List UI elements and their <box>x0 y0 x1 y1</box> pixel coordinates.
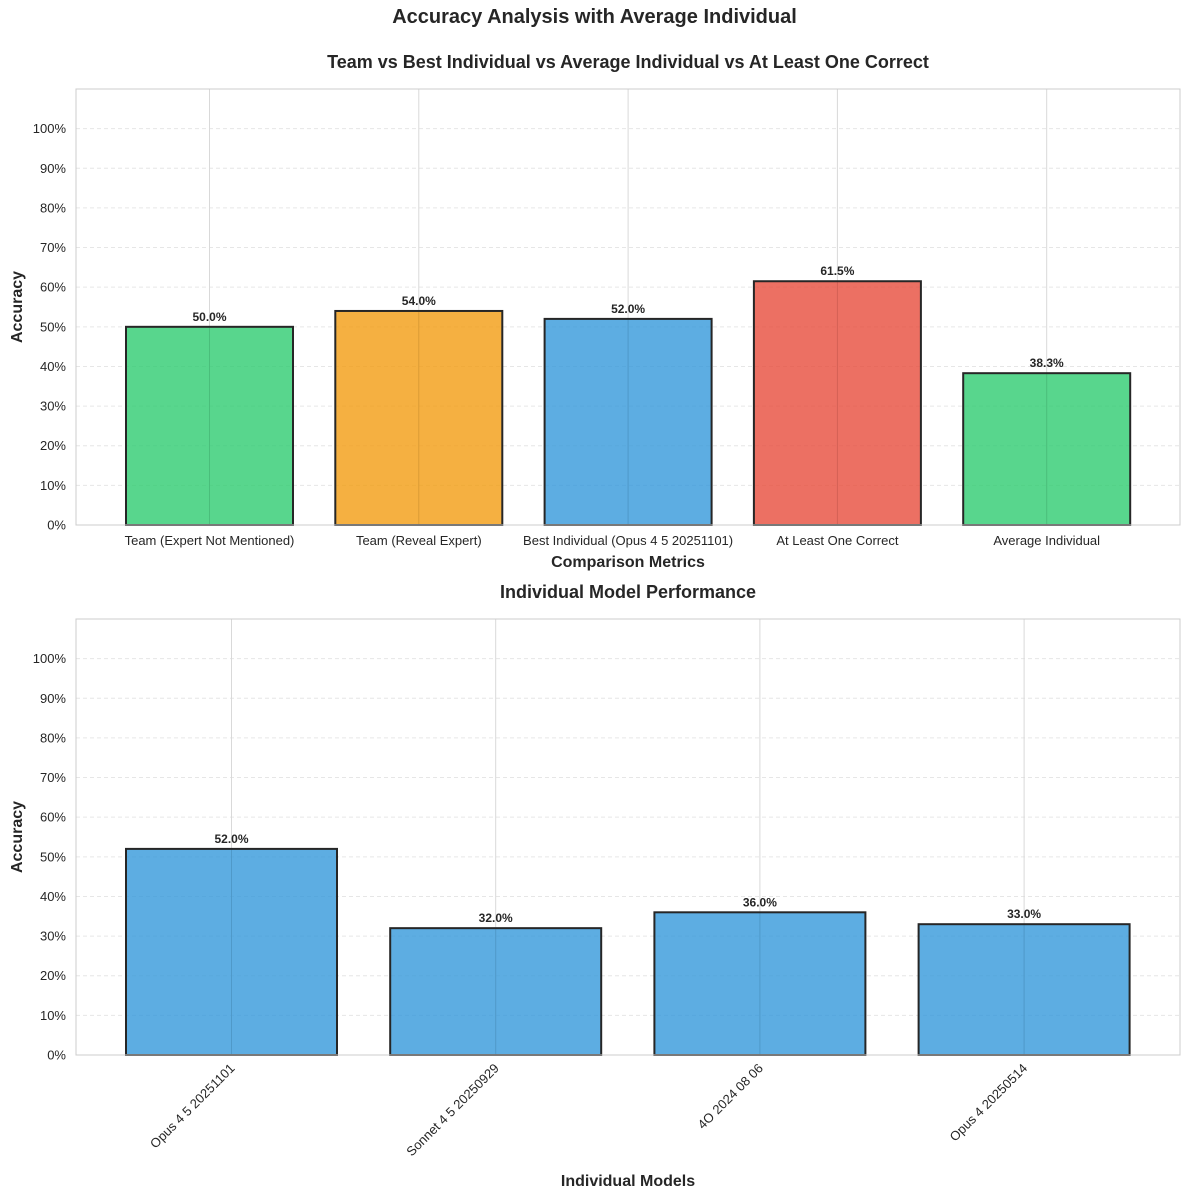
bar-value-label: 38.3% <box>1030 356 1064 370</box>
y-tick-label: 40% <box>40 359 66 374</box>
chart-2: Individual Model Performance 0% 10% 20% 30% 4… <box>9 582 1181 1190</box>
bar <box>917 923 1131 1057</box>
y-tick-label: 40% <box>40 889 66 904</box>
bar-value-label: 32.0% <box>479 911 513 925</box>
chart-title: Individual Model Performance <box>500 582 756 602</box>
bar <box>543 317 713 526</box>
y-tick-label: 0% <box>47 1048 66 1063</box>
y-tick-label: 80% <box>40 200 66 215</box>
y-tick-label: 30% <box>40 399 66 414</box>
y-tick-label: 90% <box>40 161 66 176</box>
y-tick-label: 50% <box>40 849 66 864</box>
figure-title: Accuracy Analysis with Average Individua… <box>392 6 797 28</box>
x-tick-label: 4O 2024 08 06 <box>695 1061 766 1132</box>
chart-title: Team vs Best Individual vs Average Indiv… <box>327 52 929 72</box>
x-tick-label: Best Individual (Opus 4 5 20251101) <box>523 533 733 548</box>
y-tick-label: 100% <box>33 121 67 136</box>
bar <box>125 847 338 1057</box>
y-tick-label: 10% <box>40 1008 66 1023</box>
y-tick-label: 70% <box>40 240 66 255</box>
bar-value-label: 50.0% <box>192 310 226 324</box>
y-axis-label: Accuracy <box>9 271 26 343</box>
x-tick-label: At Least One Correct <box>776 533 898 548</box>
bar-value-label: 61.5% <box>820 264 854 278</box>
y-tick-label: 90% <box>40 691 66 706</box>
bar-value-label: 54.0% <box>402 294 436 308</box>
bar-value-label: 52.0% <box>214 832 248 846</box>
y-tick-label: 0% <box>47 518 66 533</box>
x-tick-label: Team (Expert Not Mentioned) <box>125 533 295 548</box>
axes-frame <box>75 88 1181 526</box>
x-axis-label: Individual Models <box>561 1173 695 1190</box>
bar-value-label: 36.0% <box>743 895 777 909</box>
y-tick-label: 60% <box>40 280 66 295</box>
chart-1: Team vs Best Individual vs Average Indiv… <box>9 52 1181 571</box>
x-tick-label: Team (Reveal Expert) <box>356 533 482 548</box>
y-tick-label: 70% <box>40 770 66 785</box>
x-tick-label: Opus 4 20250514 <box>947 1061 1031 1145</box>
y-axis-label: Accuracy <box>9 801 26 873</box>
y-tick-label: 20% <box>40 968 66 983</box>
x-tick-label: Opus 4 5 20251101 <box>147 1061 238 1152</box>
bar <box>653 911 867 1056</box>
y-tick-label: 80% <box>40 730 66 745</box>
bar-value-label: 33.0% <box>1007 907 1041 921</box>
y-tick-label: 60% <box>40 810 66 825</box>
x-tick-label: Sonnet 4 5 20250929 <box>403 1061 502 1160</box>
x-tick-label: Average Individual <box>993 533 1100 548</box>
y-tick-label: 10% <box>40 478 66 493</box>
axes-frame <box>75 618 1181 1056</box>
y-tick-label: 20% <box>40 438 66 453</box>
y-tick-label: 30% <box>40 929 66 944</box>
y-tick-label: 50% <box>40 319 66 334</box>
x-axis-label: Comparison Metrics <box>551 554 705 571</box>
bar-value-label: 52.0% <box>611 302 645 316</box>
bar <box>389 927 603 1056</box>
y-tick-label: 100% <box>33 651 67 666</box>
